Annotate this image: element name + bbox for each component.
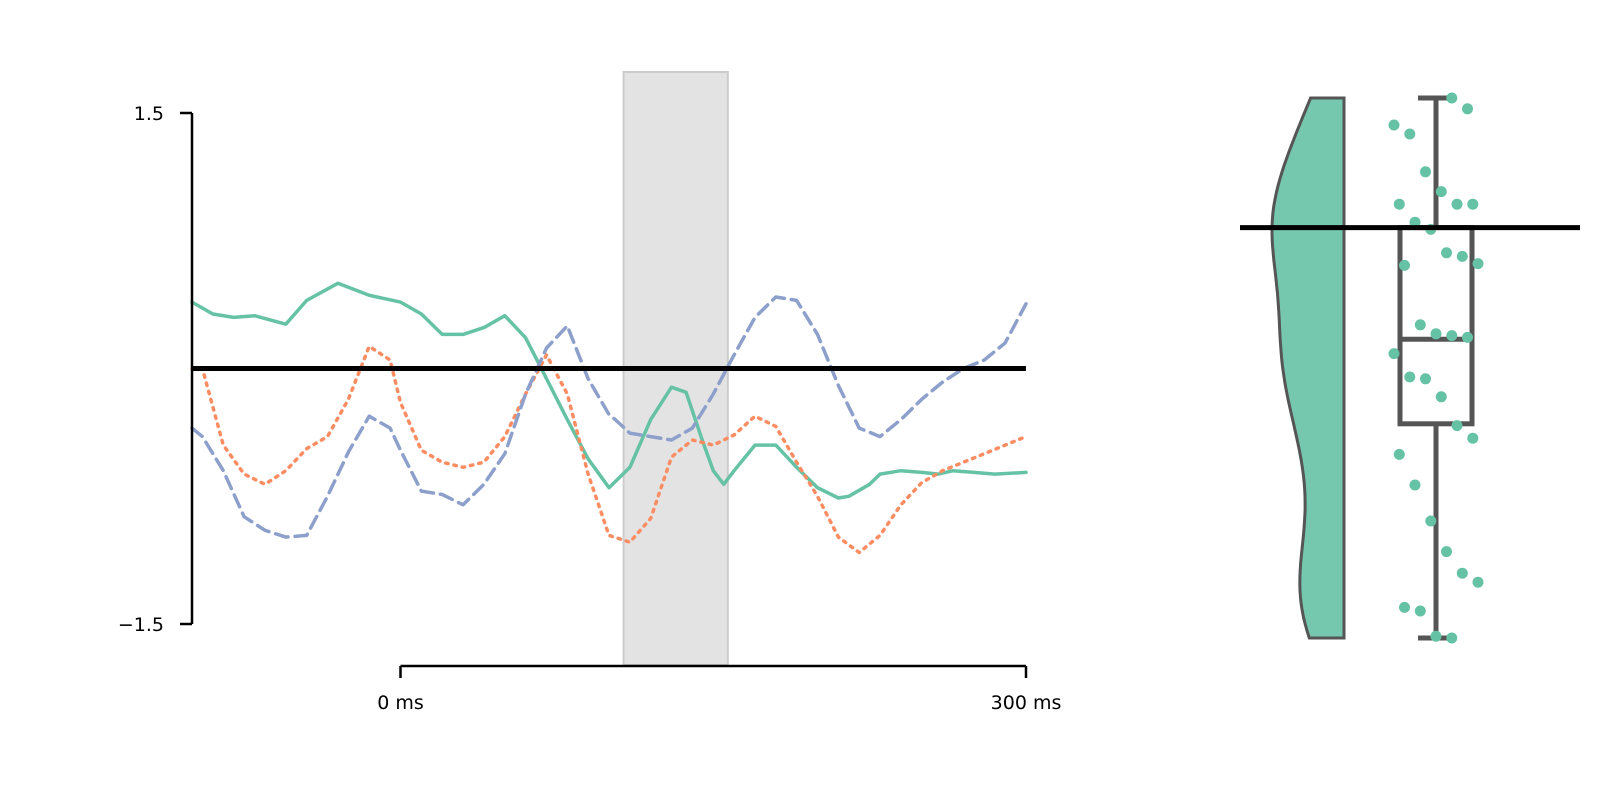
data-point xyxy=(1388,119,1400,131)
data-point xyxy=(1404,128,1416,140)
data-point xyxy=(1456,567,1468,579)
series-line-dashed xyxy=(190,295,1028,539)
y-tick-label: 1.5 xyxy=(134,103,164,125)
data-point xyxy=(1414,319,1426,331)
data-point xyxy=(1388,348,1400,360)
data-point xyxy=(1446,330,1458,342)
data-point xyxy=(1451,420,1463,432)
data-point xyxy=(1441,247,1452,259)
data-point xyxy=(1420,373,1431,385)
data-point xyxy=(1425,515,1437,527)
data-point xyxy=(1399,259,1410,271)
data-point xyxy=(1472,258,1484,270)
series-layer xyxy=(190,281,1028,555)
data-point xyxy=(1420,166,1431,178)
data-point xyxy=(1409,479,1421,491)
data-point xyxy=(1462,331,1473,343)
data-point xyxy=(1435,186,1447,198)
data-point xyxy=(1430,328,1442,340)
data-point xyxy=(1404,371,1416,383)
data-point xyxy=(1472,576,1484,588)
data-point xyxy=(1462,103,1473,115)
x-tick-label: 300 ms xyxy=(991,692,1062,714)
series-line-solid xyxy=(190,281,1028,500)
data-point xyxy=(1393,448,1405,460)
jitter-points xyxy=(1388,92,1484,644)
x-tick-label: 0 ms xyxy=(377,692,424,714)
data-point xyxy=(1446,632,1458,644)
data-point xyxy=(1446,92,1458,104)
half-violin xyxy=(1270,96,1346,640)
raincloud-chart xyxy=(1240,92,1580,644)
data-point xyxy=(1409,216,1421,228)
series-line-dotted xyxy=(190,344,1028,555)
data-point xyxy=(1467,432,1479,444)
data-point xyxy=(1414,605,1426,617)
data-point xyxy=(1435,391,1447,403)
data-point xyxy=(1456,250,1468,262)
data-point xyxy=(1399,601,1410,613)
data-point xyxy=(1430,630,1442,642)
y-tick-group: 1.5 −1.5 xyxy=(118,103,192,636)
x-tick-group: 0 ms 300 ms xyxy=(377,666,1061,714)
data-point xyxy=(1467,198,1479,210)
y-tick-label: −1.5 xyxy=(118,614,164,636)
data-point xyxy=(1441,546,1452,558)
box-plot xyxy=(1397,95,1475,641)
line-chart: 1.5 −1.5 0 ms 300 ms xyxy=(118,71,1061,714)
data-point xyxy=(1393,198,1405,210)
data-point xyxy=(1451,198,1463,210)
